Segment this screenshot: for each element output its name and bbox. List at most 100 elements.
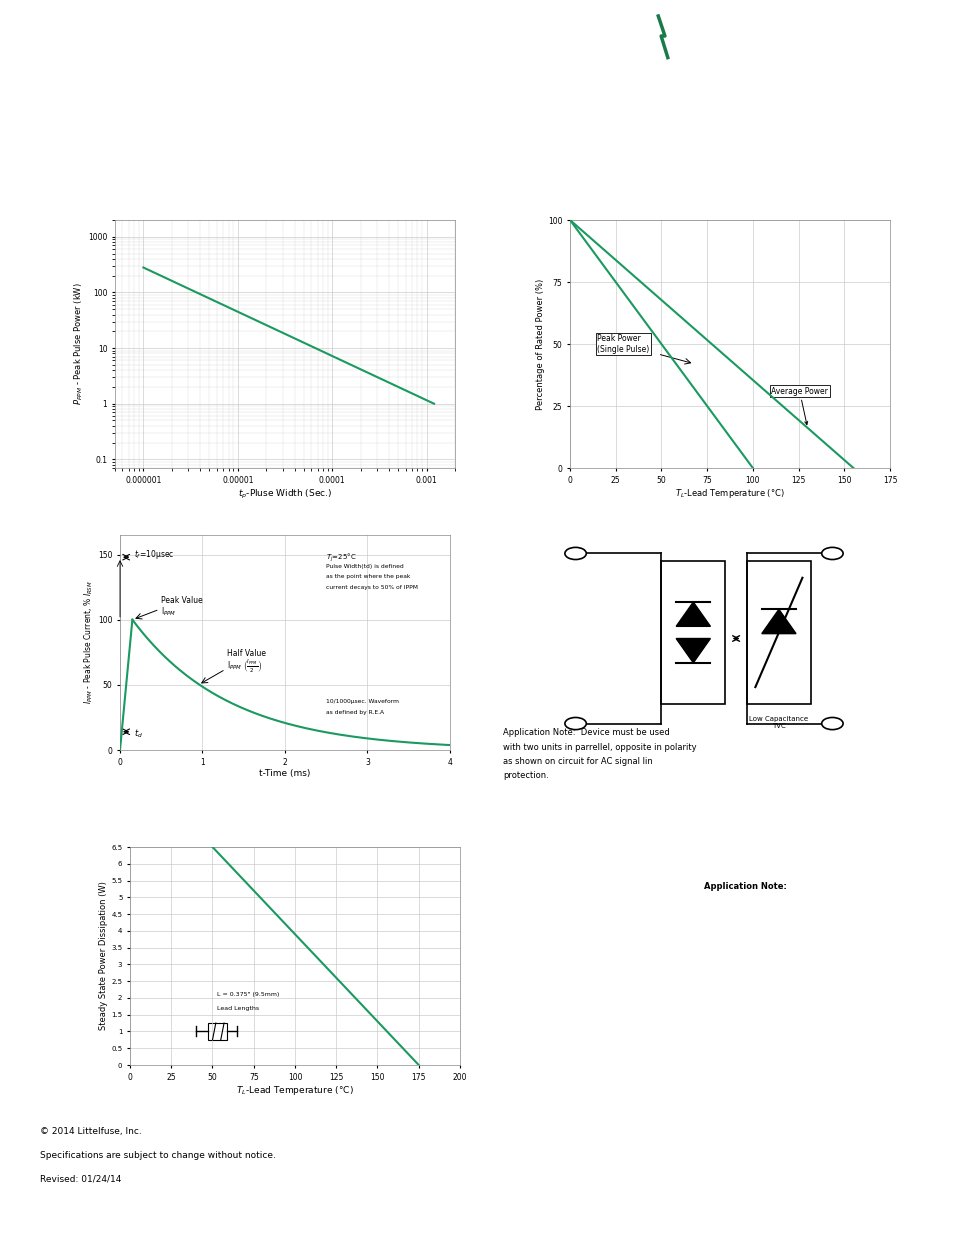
Point [206, 96, 221, 116]
Point [503, 74, 518, 94]
Point [801, 101, 816, 121]
Point [640, 101, 656, 121]
Point [762, 79, 778, 99]
Point [419, 101, 435, 121]
Point [823, 96, 839, 116]
Point [534, 74, 549, 94]
X-axis label: $t_p$-Pluse Width (Sec.): $t_p$-Pluse Width (Sec.) [237, 488, 332, 500]
Point [313, 101, 328, 121]
Point [892, 79, 907, 99]
Point [587, 74, 602, 94]
Point [869, 74, 884, 94]
Point [366, 90, 381, 110]
Point [282, 85, 297, 105]
Point [76, 85, 91, 105]
Point [778, 79, 793, 99]
Point [53, 96, 69, 116]
Point [839, 74, 854, 94]
Point [915, 90, 930, 110]
Point [854, 79, 869, 99]
Point [618, 85, 633, 105]
Point [0, 101, 8, 121]
Point [892, 90, 907, 110]
Point [183, 101, 198, 121]
Point [328, 79, 343, 99]
Point [717, 101, 732, 121]
Point [854, 90, 869, 110]
Point [496, 85, 511, 105]
Point [99, 90, 114, 110]
Point [69, 74, 84, 94]
Point [770, 90, 785, 110]
Point [663, 96, 679, 116]
Point [717, 85, 732, 105]
Point [747, 96, 762, 116]
Point [488, 79, 503, 99]
Text: $T_j$=25°C: $T_j$=25°C [326, 552, 356, 564]
Point [290, 85, 305, 105]
Point [511, 85, 526, 105]
Point [701, 74, 717, 94]
Point [618, 74, 633, 94]
Point [808, 96, 823, 116]
Point [358, 79, 374, 99]
Point [30, 96, 46, 116]
Point [457, 90, 473, 110]
Text: Lead Lengths: Lead Lengths [217, 1005, 259, 1010]
Point [389, 101, 404, 121]
Point [595, 96, 610, 116]
Point [465, 85, 480, 105]
Point [76, 74, 91, 94]
Point [618, 101, 633, 121]
Point [740, 85, 755, 105]
Point [335, 96, 351, 116]
Point [602, 96, 618, 116]
Point [259, 79, 274, 99]
Point [198, 79, 213, 99]
Point [770, 96, 785, 116]
Point [496, 79, 511, 99]
Point [564, 85, 579, 105]
Point [823, 90, 839, 110]
Point [679, 90, 694, 110]
Point [656, 90, 671, 110]
Point [69, 85, 84, 105]
Point [122, 85, 137, 105]
Point [602, 90, 618, 110]
Point [549, 96, 564, 116]
Point [915, 79, 930, 99]
Point [145, 79, 160, 99]
Point [389, 85, 404, 105]
Point [183, 79, 198, 99]
Point [656, 79, 671, 99]
Point [335, 90, 351, 110]
Point [30, 85, 46, 105]
Point [252, 96, 267, 116]
Text: Figure 3 - Pulse Waveform: Figure 3 - Pulse Waveform [52, 508, 209, 517]
Point [442, 90, 457, 110]
Point [305, 101, 320, 121]
Text: as defined by R.E.A: as defined by R.E.A [326, 710, 384, 715]
Point [709, 96, 724, 116]
Point [900, 101, 915, 121]
Point [8, 85, 23, 105]
Point [694, 85, 709, 105]
Point [503, 96, 518, 116]
Point [396, 74, 412, 94]
Point [442, 74, 457, 94]
Point [137, 101, 152, 121]
Point [511, 96, 526, 116]
Point [99, 74, 114, 94]
Point [191, 101, 206, 121]
Point [168, 90, 183, 110]
Point [107, 96, 122, 116]
Point [198, 96, 213, 116]
Point [717, 79, 732, 99]
Point [404, 90, 419, 110]
Point [381, 79, 396, 99]
Point [351, 74, 366, 94]
Point [114, 74, 130, 94]
Point [465, 90, 480, 110]
Point [724, 101, 740, 121]
Point [518, 74, 534, 94]
